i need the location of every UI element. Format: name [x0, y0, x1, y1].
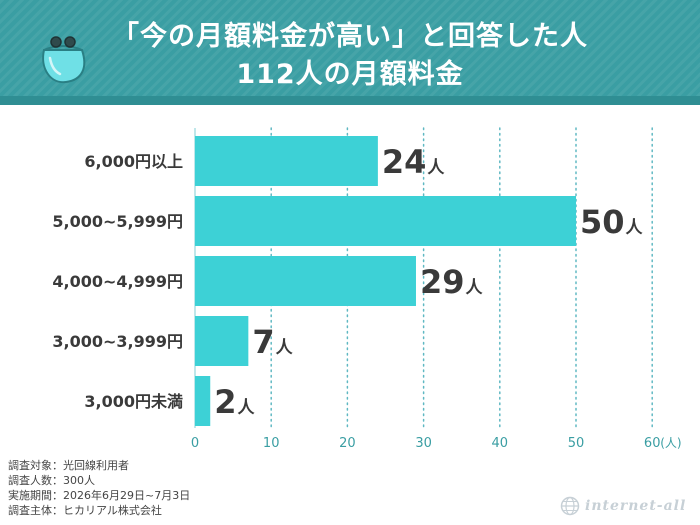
- bar: [195, 256, 416, 306]
- header-banner: 「今の月額料金が高い」と回答した人 112人の月額料金: [0, 0, 700, 105]
- brand-logo: internet-all: [560, 496, 686, 516]
- brand-text: internet-all: [585, 498, 687, 514]
- survey-notes: 調査対象：光回線利用者 調査人数：300人 実施期間：2026年6月29日~7月…: [8, 458, 190, 518]
- data-label: 29人: [420, 263, 484, 301]
- data-label-unit: 人: [276, 338, 294, 358]
- x-tick-label: 50: [568, 436, 585, 451]
- data-label-value: 2: [214, 383, 236, 421]
- x-tick-label: 10: [263, 436, 280, 451]
- note-target: 調査対象：光回線利用者: [8, 459, 129, 472]
- coin-purse-icon: [42, 36, 86, 84]
- data-label-value: 50: [580, 203, 625, 241]
- x-tick-label: 30: [415, 436, 432, 451]
- header-stripes: [0, 0, 700, 105]
- data-label: 50人: [580, 203, 644, 241]
- data-label-unit: 人: [238, 398, 256, 418]
- x-tick-label: 40: [492, 436, 509, 451]
- data-label: 24人: [382, 143, 446, 181]
- bar: [195, 136, 378, 186]
- data-label-value: 24: [382, 143, 427, 181]
- bar: [195, 196, 576, 246]
- bar: [195, 376, 211, 426]
- x-tick-label: 20: [339, 436, 356, 451]
- x-unit-label: (人): [660, 436, 681, 450]
- category-label: 6,000円以上: [84, 152, 183, 171]
- globe-icon: [560, 496, 580, 516]
- data-label-value: 29: [420, 263, 465, 301]
- x-tick-label: 0: [191, 436, 199, 451]
- category-label: 3,000~3,999円: [52, 332, 183, 351]
- chart-title-line1: 「今の月額料金が高い」と回答した人: [112, 21, 588, 52]
- note-period: 実施期間：2026年6月29日~7月3日: [8, 489, 191, 502]
- data-label-unit: 人: [466, 278, 484, 298]
- note-organizer: 調査主体：ヒカリアル株式会社: [8, 504, 162, 517]
- data-label: 7人: [252, 323, 293, 361]
- bar: [195, 316, 249, 366]
- x-tick-label: 60: [644, 436, 661, 451]
- data-label: 2人: [214, 383, 255, 421]
- note-count: 調査人数：300人: [8, 474, 95, 487]
- data-label-unit: 人: [427, 158, 445, 178]
- category-label: 4,000~4,999円: [52, 272, 183, 291]
- data-label-value: 7: [252, 323, 274, 361]
- header-bottom-band: [0, 96, 700, 105]
- category-label: 3,000円未満: [84, 392, 183, 411]
- chart-title-line2: 112人の月額料金: [236, 59, 464, 90]
- category-label: 5,000~5,999円: [52, 212, 183, 231]
- data-label-unit: 人: [626, 218, 644, 238]
